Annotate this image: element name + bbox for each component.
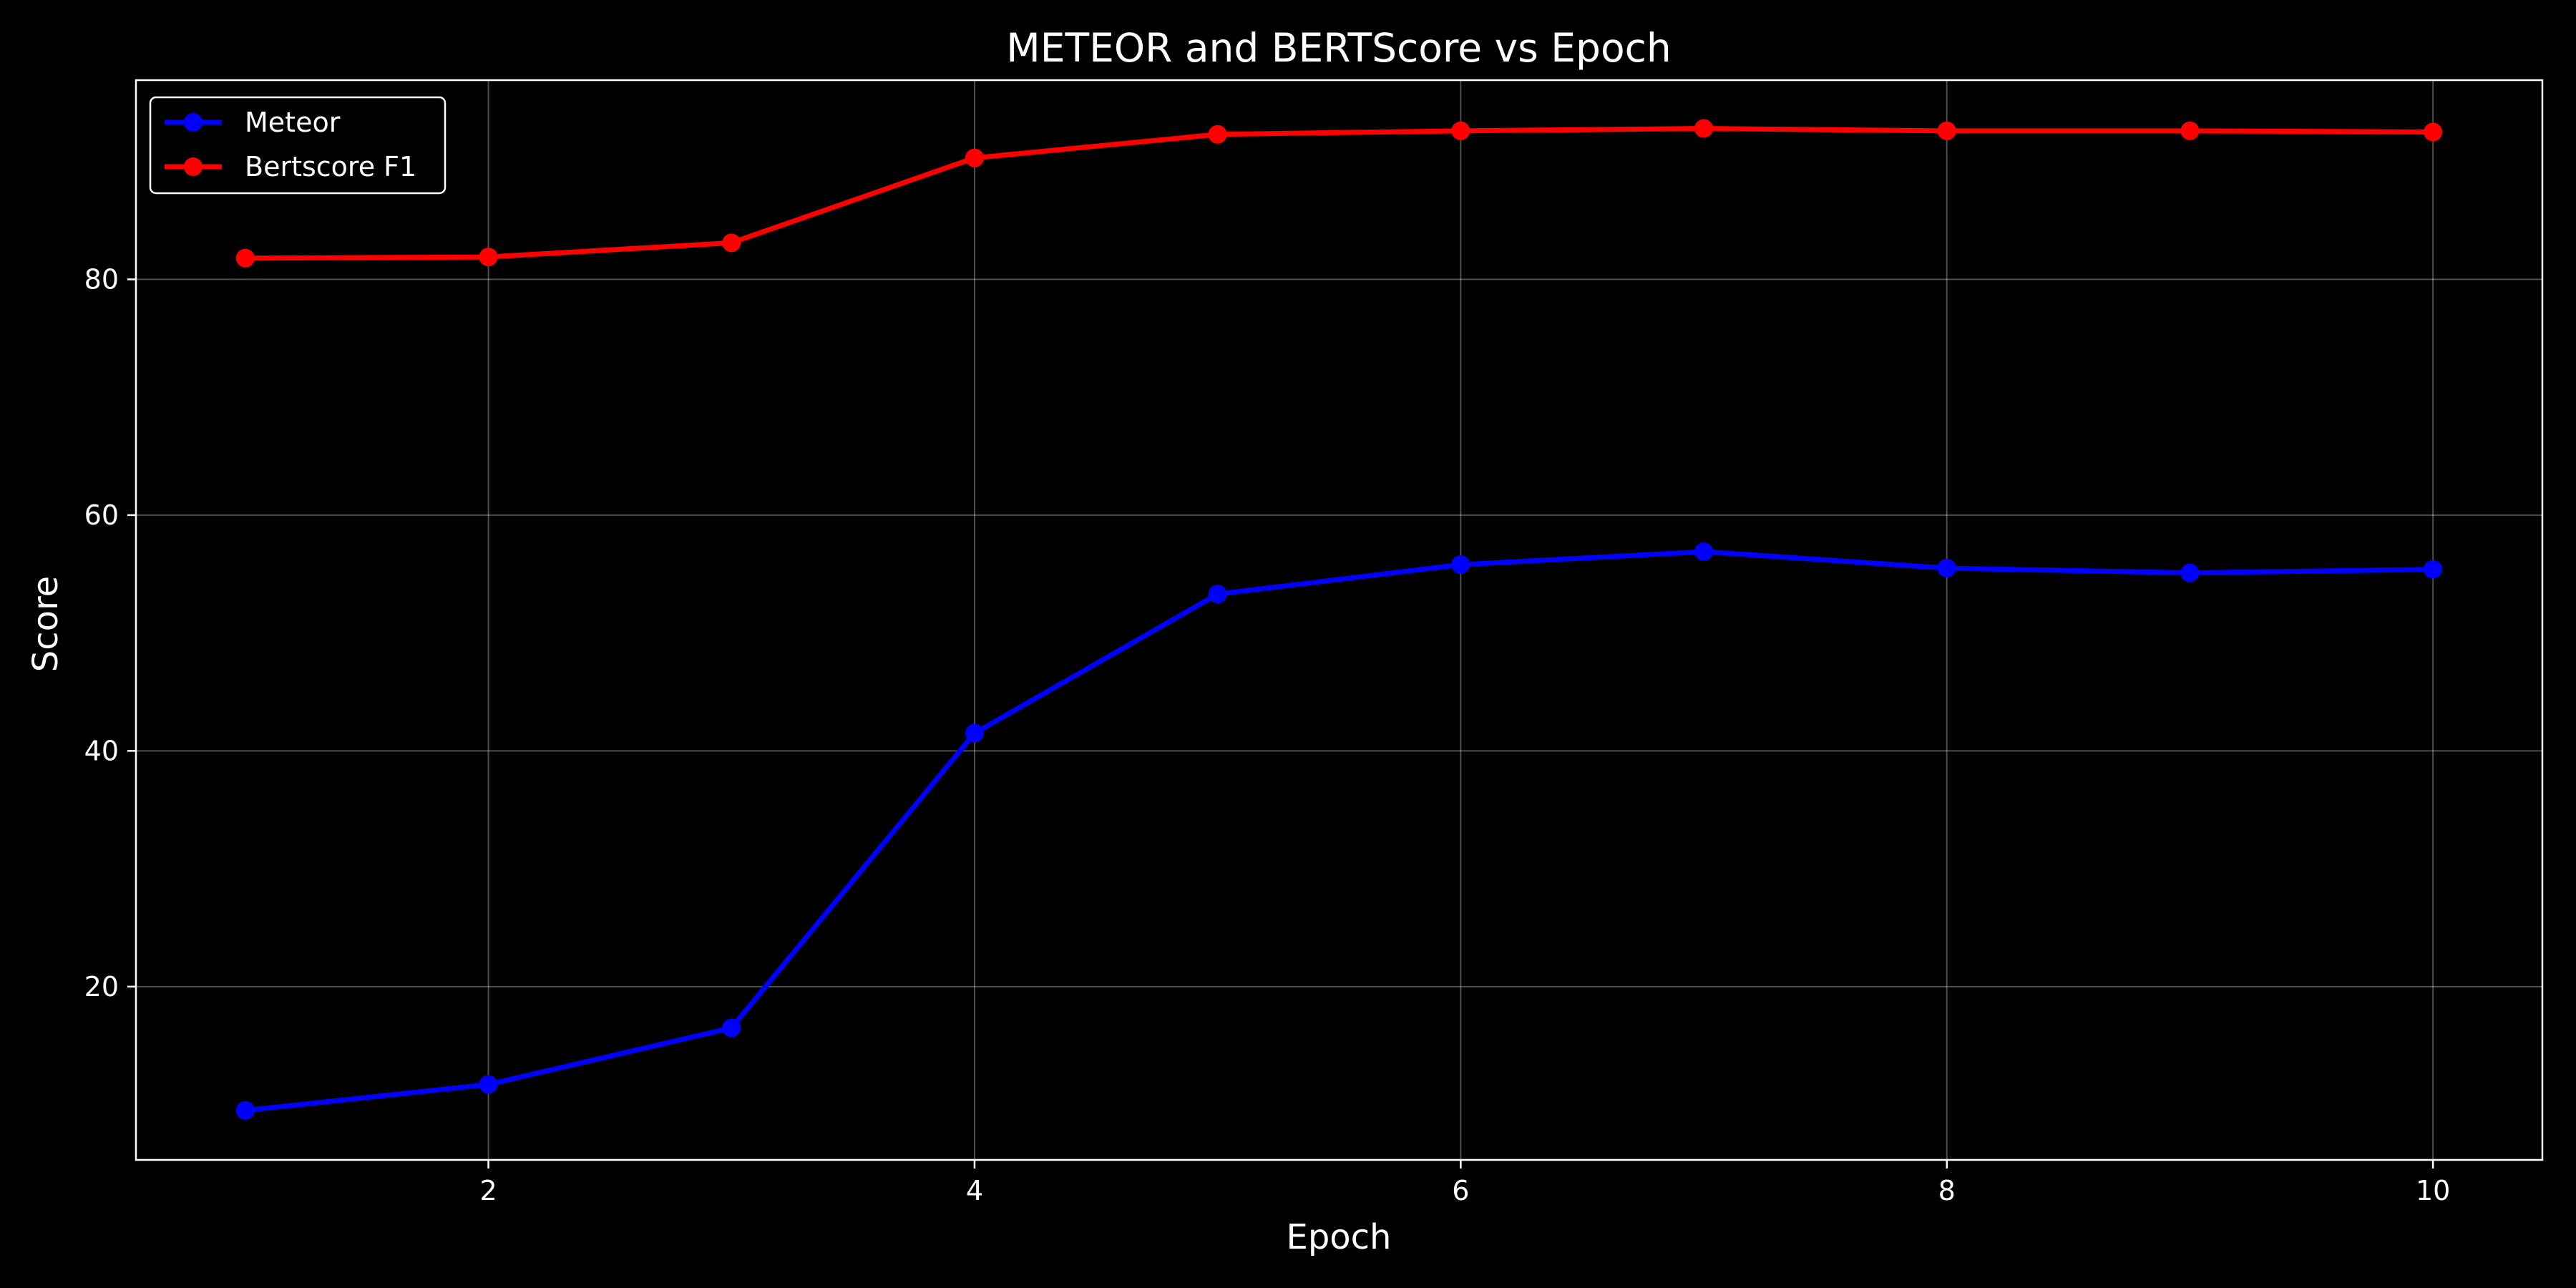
legend-box xyxy=(149,96,447,195)
legend: Meteor Bertscore F1 xyxy=(149,96,447,195)
legend-meteor-label: Meteor xyxy=(245,107,341,138)
bertscore-f1-point xyxy=(2424,122,2443,142)
x-tick-label: 6 xyxy=(1452,1175,1469,1206)
bertscore-f1-point xyxy=(479,248,498,267)
y-tick-label: 20 xyxy=(84,971,119,1002)
meteor-point xyxy=(2180,563,2200,582)
bertscore-f1-point xyxy=(722,233,741,253)
x-tick-label: 4 xyxy=(966,1175,983,1206)
grid-layer xyxy=(136,80,2542,1160)
legend-meteor-marker xyxy=(184,113,203,132)
y-tick-label: 40 xyxy=(84,735,119,766)
x-tick-label: 2 xyxy=(479,1175,497,1206)
y-tick-label: 60 xyxy=(84,499,119,531)
bertscore-f1-point xyxy=(1937,121,1956,140)
x-tick-label: 8 xyxy=(1938,1175,1956,1206)
meteor-point xyxy=(722,1018,741,1038)
legend-bertscore-f1-label: Bertscore F1 xyxy=(245,151,416,182)
x-tick-label: 10 xyxy=(2416,1175,2450,1206)
meteor-point xyxy=(2424,560,2443,579)
meteor-point xyxy=(1208,585,1227,604)
y-axis-label: Score xyxy=(26,576,66,672)
meteor-point xyxy=(965,723,984,743)
bertscore-f1-point xyxy=(235,248,255,268)
series-layer xyxy=(235,119,2443,1120)
bertscore-f1-point xyxy=(1208,125,1227,144)
meteor-point xyxy=(235,1101,255,1120)
meteor-point xyxy=(1694,542,1714,561)
x-axis-label: Epoch xyxy=(1287,1217,1392,1257)
bertscore-f1-point xyxy=(965,148,984,167)
y-tick-label: 80 xyxy=(84,263,119,295)
bertscore-f1-point xyxy=(2180,121,2200,140)
bertscore-f1-point xyxy=(1451,121,1470,140)
meteor-line xyxy=(243,549,2436,1113)
legend-bertscore-f1-marker xyxy=(184,157,203,176)
meteor-point xyxy=(1937,559,1956,578)
bertscore-f1-point xyxy=(1694,119,1714,138)
meteor-point xyxy=(479,1075,498,1094)
bertscore-f1-line xyxy=(243,126,2436,261)
tick-layer: 2 4 6 8 10 20 40 60 80 xyxy=(84,263,2451,1206)
chart-title: METEOR and BERTScore vs Epoch xyxy=(1006,25,1671,71)
meteor-point xyxy=(1451,555,1470,575)
plot-frame xyxy=(135,79,2544,1161)
